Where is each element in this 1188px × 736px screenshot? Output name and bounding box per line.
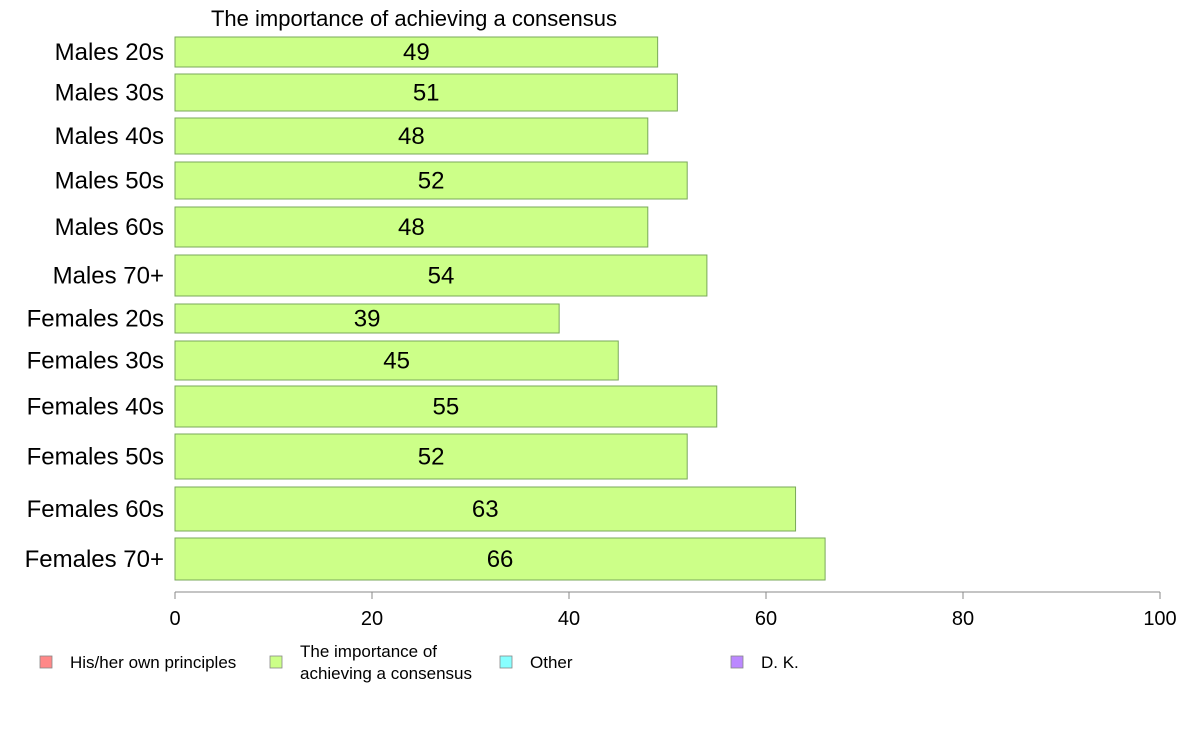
bar (174, 117, 649, 155)
bar (174, 303, 560, 334)
x-tick-label: 100 (1143, 608, 1176, 630)
value-label: 54 (428, 263, 455, 290)
value-label: 63 (472, 496, 499, 523)
value-label: 49 (403, 39, 430, 66)
category-label: Males 60s (55, 214, 164, 241)
x-tick-label: 0 (169, 608, 180, 630)
value-label: 48 (398, 214, 425, 241)
bar (174, 36, 659, 68)
value-label: 45 (383, 348, 410, 375)
x-tick-label: 80 (952, 608, 974, 630)
legend-label: The importance of (300, 642, 437, 661)
bar (174, 161, 688, 200)
x-tick-label: 40 (558, 608, 580, 630)
legend-label: His/her own principles (70, 653, 236, 672)
category-label: Males 70+ (53, 263, 164, 290)
bar (174, 385, 718, 428)
bars-group: Males 20s 49 Males 30s 51 Males 40s 48 Males 5… (25, 36, 826, 581)
category-label: Females 60s (27, 496, 164, 523)
legend-swatch (39, 655, 53, 669)
legend-label: Other (530, 653, 573, 672)
value-label: 39 (354, 306, 381, 333)
category-label: Males 40s (55, 123, 164, 150)
category-label: Females 30s (27, 348, 164, 375)
legend-swatch (269, 655, 283, 669)
x-axis: 0 20 40 60 80 100 (169, 591, 1177, 630)
value-label: 52 (418, 444, 445, 471)
value-label: 48 (398, 123, 425, 150)
bar (174, 486, 797, 532)
bar (174, 206, 649, 248)
category-label: Females 50s (27, 444, 164, 471)
category-label: Females 20s (27, 306, 164, 333)
chart-title: The importance of achieving a consensus (211, 6, 617, 31)
value-label: 55 (433, 394, 460, 421)
bar (174, 537, 826, 581)
legend-label: D. K. (761, 653, 799, 672)
x-tick-label: 20 (361, 608, 383, 630)
bar (174, 433, 688, 480)
legend: His/her own principles The importance of a… (39, 642, 799, 683)
value-label: 52 (418, 168, 445, 195)
legend-swatch (499, 655, 513, 669)
category-label: Males 30s (55, 80, 164, 107)
category-label: Females 70+ (25, 546, 164, 573)
legend-label: achieving a consensus (300, 664, 472, 683)
bar (174, 254, 708, 297)
bar (174, 340, 619, 381)
x-tick-label: 60 (755, 608, 777, 630)
category-label: Females 40s (27, 394, 164, 421)
legend-swatch (730, 655, 744, 669)
value-label: 51 (413, 80, 440, 107)
category-label: Males 50s (55, 168, 164, 195)
value-label: 66 (487, 546, 514, 573)
category-label: Males 20s (55, 39, 164, 66)
bar (174, 73, 678, 112)
